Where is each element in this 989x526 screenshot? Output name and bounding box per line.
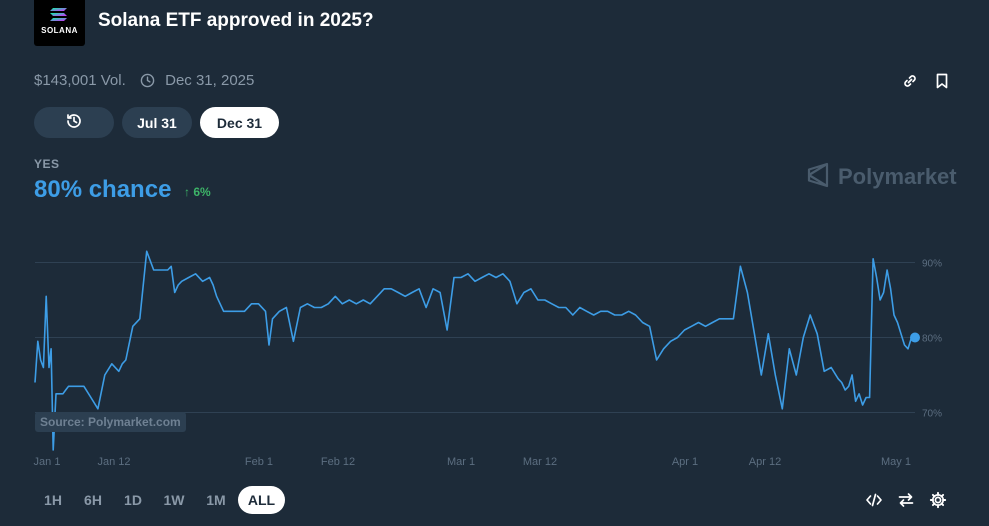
range-1h[interactable]: 1H — [44, 492, 62, 508]
last-point-dot — [910, 332, 920, 343]
x-tick-label: Mar 12 — [523, 456, 557, 468]
range-all[interactable]: ALL — [238, 486, 285, 514]
x-tick-label: Jan 1 — [34, 456, 61, 468]
x-tick-label: Jan 12 — [97, 456, 130, 468]
link-icon[interactable] — [901, 72, 919, 90]
range-1w[interactable]: 1W — [163, 492, 185, 508]
price-chart[interactable]: 70% 80% 90% Jan 1 Jan 12 Feb 1 Feb 12 Mar 1 Mar … — [0, 225, 989, 475]
market-meta: $143,001 Vol. Dec 31, 2025 — [34, 72, 254, 92]
chance-value: 80% chance — [34, 176, 172, 203]
gear-icon[interactable] — [929, 491, 947, 509]
polymarket-watermark: Polymarket — [806, 162, 957, 193]
y-tick-label: 80% — [922, 334, 942, 345]
date-pill-jul-31[interactable]: Jul 31 — [122, 107, 192, 138]
x-tick-label: Apr 1 — [672, 456, 698, 468]
history-button[interactable] — [34, 107, 114, 138]
x-tick-label: Feb 12 — [321, 456, 355, 468]
series-line — [34, 250, 915, 451]
history-icon — [64, 111, 84, 134]
source-label: Source: Polymarket.com — [35, 412, 186, 432]
code-icon[interactable] — [865, 491, 883, 509]
market-title: Solana ETF approved in 2025? — [98, 10, 374, 31]
range-1m[interactable]: 1M — [206, 492, 226, 508]
chance-change: ↑ 6% — [184, 185, 211, 199]
polymarket-brand-name: Polymarket — [838, 164, 957, 189]
x-tick-label: May 1 — [881, 456, 911, 468]
arrow-up-icon: ↑ — [184, 185, 190, 199]
x-tick-label: Mar 1 — [447, 456, 475, 468]
swap-icon[interactable] — [897, 491, 915, 509]
volume-text: $143,001 Vol. — [34, 72, 126, 89]
chance-change-value: 6% — [193, 185, 211, 199]
outcome-label: YES — [34, 157, 60, 171]
polymarket-logo-icon — [806, 162, 830, 193]
range-1d[interactable]: 1D — [124, 492, 142, 508]
x-tick-label: Feb 1 — [245, 456, 273, 468]
solana-mark-icon — [50, 8, 67, 21]
x-tick-label: Apr 12 — [749, 456, 781, 468]
clock-icon — [140, 73, 155, 92]
end-date-text: Dec 31, 2025 — [165, 72, 255, 89]
range-6h[interactable]: 6H — [84, 492, 102, 508]
date-pill-dec-31[interactable]: Dec 31 — [200, 107, 279, 138]
y-tick-label: 70% — [922, 409, 942, 420]
bookmark-icon[interactable] — [933, 72, 951, 90]
solana-logo-text: SOLANA — [41, 26, 78, 35]
y-tick-label: 90% — [922, 259, 942, 270]
solana-logo: SOLANA — [34, 0, 85, 46]
